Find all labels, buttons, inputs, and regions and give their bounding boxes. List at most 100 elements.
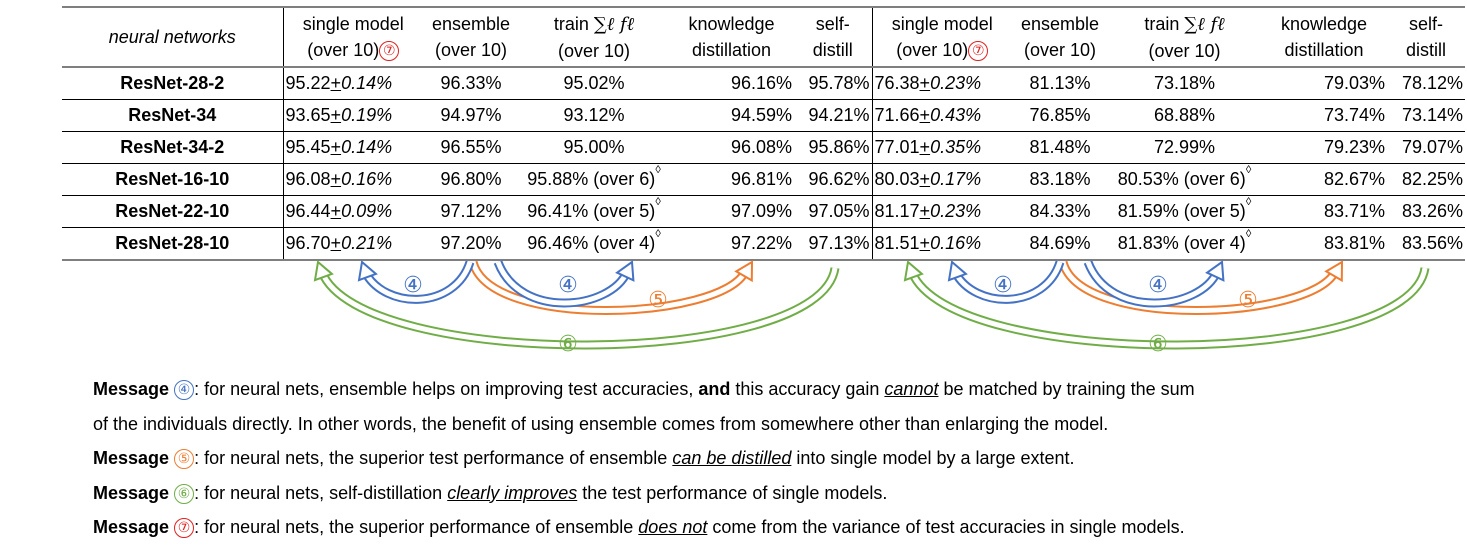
cell-knowledge-distillation: 73.74% [1261, 99, 1387, 132]
cell-single-model: 95.22+0.14% [282, 67, 423, 100]
arrow-4b-inner [1085, 261, 1220, 306]
badge-4-icon: ④ [174, 380, 195, 401]
arrow-4a-inner [362, 261, 473, 302]
cell-train-sum: 72.99% [1108, 131, 1261, 164]
cell-train-sum: 80.53% (over 6)◊ [1108, 163, 1261, 196]
cell-knowledge-distillation: 83.71% [1261, 195, 1387, 228]
cell-self-distill: 79.07% [1387, 131, 1465, 164]
col-single-model-header-2: single model (over 10) ⑦ [871, 7, 1012, 67]
cell-ensemble: 81.48% [1012, 131, 1108, 164]
row-name: ResNet-34 [62, 99, 283, 132]
arrow-4b-head [1205, 260, 1225, 282]
cell-knowledge-distillation: 97.09% [669, 195, 794, 228]
cell-train-sum: 93.12% [519, 99, 669, 132]
table-row: ResNet-22-10 96.44+0.09% 97.12% 96.41% (ove… [62, 195, 1465, 228]
arrow-6-head [903, 260, 924, 282]
cell-knowledge-distillation: 97.22% [669, 227, 794, 261]
row-name: ResNet-28-10 [62, 227, 283, 261]
cell-self-distill: 95.78% [794, 67, 873, 100]
badge-6-icon: ⑥ [1148, 332, 1168, 357]
cell-ensemble: 81.13% [1012, 67, 1108, 100]
cell-self-distill: 97.05% [794, 195, 873, 228]
results-table: neural networks single model (over 10) ⑦ e… [62, 6, 1465, 261]
arrow-5-head [734, 260, 754, 283]
cell-train-sum: 95.02% [519, 67, 669, 100]
table-row: ResNet-34 93.65+0.19% 94.97% 93.12% 94.59% 94… [62, 99, 1465, 132]
cell-single-model: 77.01+0.35% [871, 131, 1012, 164]
cell-ensemble: 96.55% [423, 131, 519, 164]
col-knowledge-distillation-header: knowledge distillation [688, 14, 775, 60]
table-row: ResNet-16-10 96.08+0.16% 96.80% 95.88% (ove… [62, 163, 1465, 196]
col-single-model-header: single model (over 10) ⑦ [282, 7, 423, 67]
badge-5-icon: ⑤ [1238, 288, 1258, 313]
badge-4-icon: ④ [403, 273, 423, 298]
badge-4-icon: ④ [1148, 273, 1168, 298]
cell-knowledge-distillation: 82.67% [1261, 163, 1387, 196]
badge-5-icon: ⑤ [648, 288, 668, 313]
arrow-6-inner [909, 267, 1428, 348]
cell-self-distill: 73.14% [1387, 99, 1465, 132]
col-ensemble-header-2: ensemble (over 10) [1020, 14, 1100, 60]
col-self-distill-header-2: self-distill [1405, 14, 1446, 60]
message-5: Message ⑤: for neural nets, the superior… [93, 448, 1075, 470]
badge-6-icon: ⑥ [174, 483, 195, 504]
cell-train-sum: 81.59% (over 5)◊ [1108, 195, 1261, 228]
message-4: Message ④: for neural nets, ensemble hel… [93, 379, 1195, 434]
cell-self-distill: 94.21% [794, 99, 873, 132]
cell-train-sum: 96.41% (over 5)◊ [519, 195, 669, 228]
arrow-6-head [313, 260, 334, 282]
cell-knowledge-distillation: 96.16% [669, 67, 794, 100]
cell-self-distill: 78.12% [1387, 67, 1465, 100]
cell-self-distill: 82.25% [1387, 163, 1465, 196]
cell-single-model: 80.03+0.17% [871, 163, 1012, 196]
cell-single-model: 93.65+0.19% [282, 99, 423, 132]
arrow-5-head [1324, 260, 1344, 283]
cell-ensemble: 96.33% [423, 67, 519, 100]
cell-ensemble: 84.69% [1012, 227, 1108, 261]
arrow-4b-head [615, 260, 635, 282]
cell-knowledge-distillation: 96.08% [669, 131, 794, 164]
cell-knowledge-distillation: 79.03% [1261, 67, 1387, 100]
cell-train-sum: 96.46% (over 4)◊ [519, 227, 669, 261]
cell-ensemble: 97.20% [423, 227, 519, 261]
col-self-distill-header: self-distill [812, 14, 853, 60]
cell-self-distill: 97.13% [794, 227, 873, 261]
table-header-row: neural networks single model (over 10) ⑦ e… [62, 7, 1465, 67]
message-6: Message ⑥: for neural nets, self-distill… [93, 482, 888, 504]
cell-single-model: 81.17+0.23% [871, 195, 1012, 228]
cell-ensemble: 84.33% [1012, 195, 1108, 228]
row-name: ResNet-28-2 [62, 67, 283, 100]
cell-single-model: 95.45+0.14% [282, 131, 423, 164]
cell-self-distill: 83.56% [1387, 227, 1465, 261]
cell-ensemble: 96.80% [423, 163, 519, 196]
table-row: ResNet-28-10 96.70+0.21% 97.20% 96.46% (ove… [62, 227, 1465, 261]
col-ensemble-header: ensemble (over 10) [431, 14, 511, 60]
row-name: ResNet-22-10 [62, 195, 283, 228]
cell-knowledge-distillation: 79.23% [1261, 131, 1387, 164]
messages: Message ④: for neural nets, ensemble hel… [93, 372, 1463, 545]
arrow-5-inner [1060, 261, 1338, 313]
col-train-sum-header-2: train ∑ℓ fℓ (over 10) [1144, 13, 1225, 61]
badge-7-icon: ⑦ [174, 518, 195, 539]
row-label-header: neural networks [108, 27, 236, 47]
arrow-5-inner [470, 261, 748, 313]
cell-train-sum: 68.88% [1108, 99, 1261, 132]
cell-train-sum: 95.00% [519, 131, 669, 164]
cell-single-model: 76.38+0.23% [871, 67, 1012, 100]
cell-train-sum: 73.18% [1108, 67, 1261, 100]
arrow-4a-inner [952, 261, 1063, 302]
cell-ensemble: 83.18% [1012, 163, 1108, 196]
cell-ensemble: 76.85% [1012, 99, 1108, 132]
cell-knowledge-distillation: 96.81% [669, 163, 794, 196]
arrow-6-inner [319, 267, 838, 348]
badge-6-icon: ⑥ [558, 332, 578, 357]
cell-single-model: 96.08+0.16% [282, 163, 423, 196]
cell-train-sum: 95.88% (over 6)◊ [519, 163, 669, 196]
cell-single-model: 81.51+0.16% [871, 227, 1012, 261]
cell-knowledge-distillation: 94.59% [669, 99, 794, 132]
col-train-sum-header: train ∑ℓ fℓ (over 10) [553, 13, 635, 61]
cell-single-model: 96.70+0.21% [282, 227, 423, 261]
cell-ensemble: 97.12% [423, 195, 519, 228]
cell-single-model: 71.66+0.43% [871, 99, 1012, 132]
badge-4-icon: ④ [993, 273, 1013, 298]
